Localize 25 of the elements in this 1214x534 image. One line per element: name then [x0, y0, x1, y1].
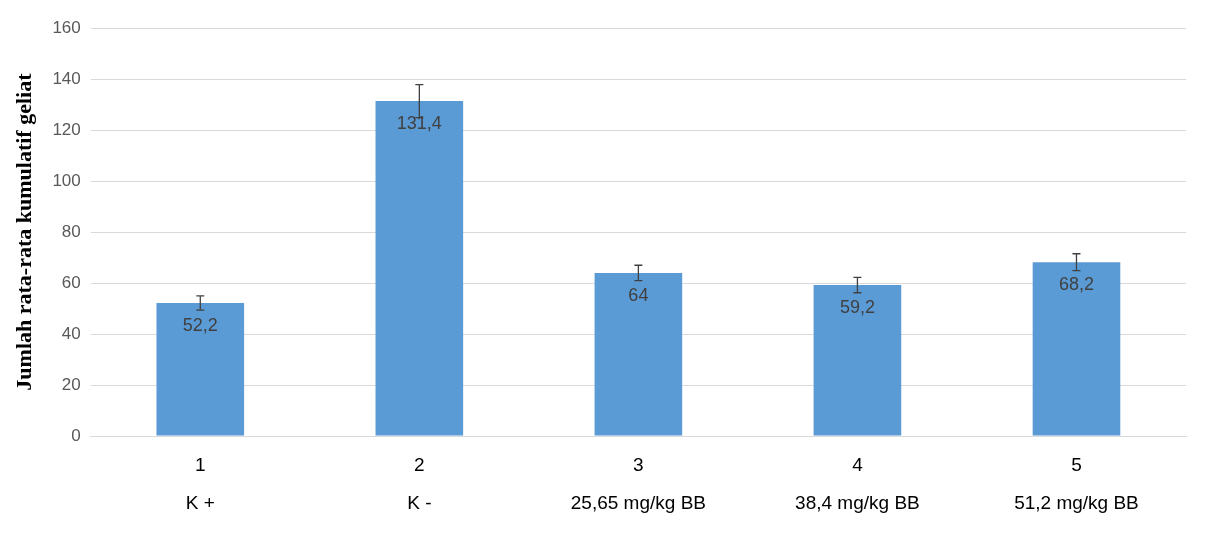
y-tick-label: 100 — [52, 170, 81, 190]
data-label: 59,2 — [839, 297, 875, 318]
data-label: 131,4 — [396, 113, 442, 134]
bar — [375, 101, 464, 436]
y-tick-label: 40 — [61, 323, 81, 343]
x-tick-label: 5 51,2 mg/kg BB — [1014, 454, 1139, 514]
bar — [156, 302, 245, 436]
y-tick-label: 160 — [52, 17, 81, 37]
data-label: 68,2 — [1058, 274, 1094, 295]
bar — [813, 285, 902, 436]
y-tick-label: 140 — [52, 68, 81, 88]
y-tick-label: 60 — [61, 272, 81, 292]
y-axis-title: Jumlah rata-rata kumulatif geliat — [10, 72, 36, 391]
y-tick-label: 20 — [61, 374, 81, 394]
y-tick-label: 80 — [61, 221, 81, 241]
bar — [594, 272, 683, 436]
x-tick-label: 2 K - — [407, 454, 432, 514]
data-label: 64 — [628, 284, 649, 305]
y-tick-label: 120 — [52, 119, 81, 139]
x-tick-label: 4 38,4 mg/kg BB — [795, 454, 920, 514]
bar — [1032, 262, 1121, 436]
x-tick-label: 3 25,65 mg/kg BB — [570, 454, 706, 514]
x-tick-label: 1 K + — [185, 454, 215, 514]
data-label: 52,2 — [182, 314, 218, 335]
y-tick-label: 0 — [71, 425, 81, 445]
